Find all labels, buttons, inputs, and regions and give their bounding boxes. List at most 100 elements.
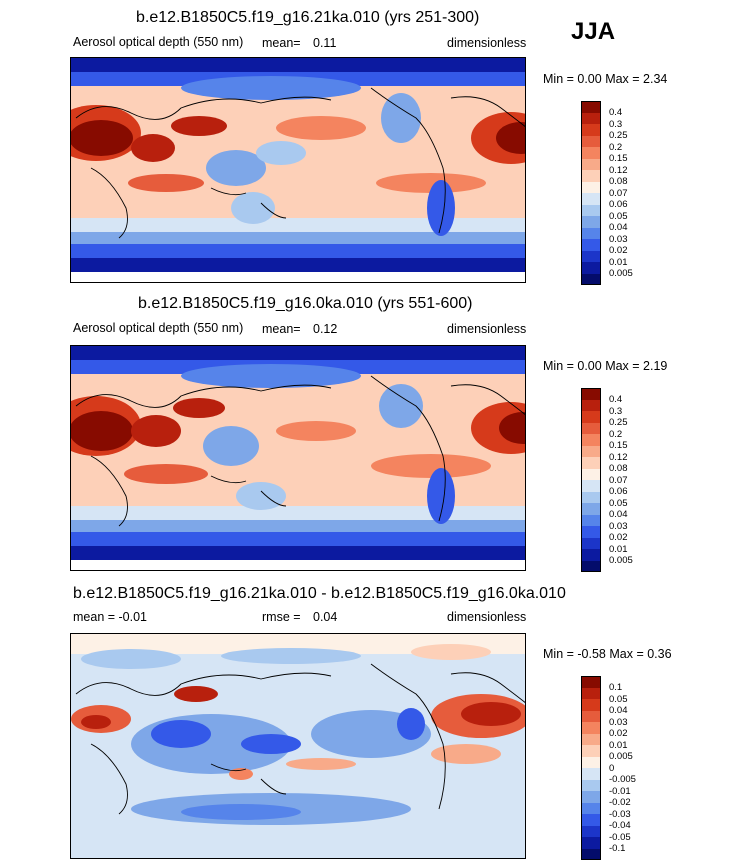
panel-1-swatch (581, 239, 601, 251)
panel-1-swatch (581, 250, 601, 262)
panel-1-legend-label: 0.2 (609, 141, 623, 153)
panel-2-legend-label: 0.4 (609, 394, 623, 405)
panel-1-swatch (581, 101, 601, 113)
panel-2-swatch (581, 480, 601, 492)
panel-1-swatch (581, 273, 601, 285)
panel-3-swatch (581, 733, 601, 745)
panel-2-legend-label: 0.12 (609, 451, 628, 463)
panel-1-legend-label: 0.04 (609, 222, 628, 233)
panel-3-title: b.e12.B1850C5.f19_g16.21ka.010 - b.e12.B… (73, 585, 566, 602)
panel-3-units: dimensionless (447, 610, 527, 624)
panel-1-legend-label: 0.02 (609, 245, 628, 256)
panel-1-legend-label: 0.06 (609, 199, 628, 210)
panel-2-legend-label: 0.03 (609, 520, 628, 532)
panel-2-mean-label: mean= (262, 322, 301, 336)
panel-1-legend-label: 0.05 (609, 210, 628, 222)
panel-2-legend-label: 0.06 (609, 486, 628, 497)
panel-2-swatch (581, 445, 601, 457)
panel-2-swatch (581, 560, 601, 572)
panel-2-legend-label: 0.15 (609, 440, 628, 451)
panel-1-swatch (581, 227, 601, 239)
panel-1-legend-label: 0.08 (609, 176, 628, 187)
panel-1-swatch (581, 170, 601, 182)
panel-1-swatch (581, 112, 601, 124)
panel-1-legend-label: 0.01 (609, 256, 628, 268)
panel-3-legend-label: 0.01 (609, 739, 628, 751)
panel-3-legend-label: 0.04 (609, 705, 628, 716)
panel-3-swatch (581, 791, 601, 803)
panel-3-legend-label: -0.02 (609, 797, 631, 808)
panel-3-swatch (581, 814, 601, 826)
panel-1-swatch (581, 193, 601, 205)
panel-1-swatch (581, 158, 601, 170)
panel-2-title: b.e12.B1850C5.f19_g16.0ka.010 (yrs 551-6… (138, 295, 473, 312)
panel-2-swatch (581, 388, 601, 400)
panel-3-swatch (581, 710, 601, 722)
panel-2-swatch (581, 526, 601, 538)
panel-3-swatch (581, 745, 601, 757)
panel-3-swatch (581, 722, 601, 734)
panel-2-field-label: Aerosol optical depth (550 nm) (73, 321, 244, 335)
panel-3-legend-label: -0.1 (609, 843, 626, 854)
panel-3-swatch (581, 699, 601, 711)
panel-3-swatch (581, 768, 601, 780)
panel-3-legend-label: 0.1 (609, 682, 623, 693)
panel-3-legend-label: 0.005 (609, 751, 633, 762)
panel-1-legend-label: 0.3 (609, 118, 623, 130)
panel-1-minmax: Min = 0.00 Max = 2.34 (543, 72, 668, 86)
panel-2-swatch (581, 514, 601, 526)
panel-3-swatch (581, 825, 601, 837)
panel-2-swatch (581, 411, 601, 423)
panel-1-swatch (581, 124, 601, 136)
panel-2-legend-label: 0.3 (609, 405, 623, 417)
panel-1-swatch (581, 262, 601, 274)
panel-3-legend-label: 0.02 (609, 728, 628, 739)
panel-3-legend-label: -0.005 (609, 774, 636, 785)
panel-1-legend-label: 0.15 (609, 153, 628, 164)
panel-3-rmse-value: 0.04 (313, 610, 338, 624)
panel-3-legend-label: 0.05 (609, 693, 628, 705)
panel-1-units: dimensionless (447, 36, 527, 50)
panel-2-legend-label: 0.01 (609, 543, 628, 555)
panel-1-swatch (581, 181, 601, 193)
panel-2-swatch (581, 503, 601, 515)
panel-3-swatch (581, 687, 601, 699)
panel-3-map (70, 633, 526, 859)
panel-1-swatch (581, 147, 601, 159)
panel-2-legend-label: 0.25 (609, 417, 628, 428)
panel-3-swatch (581, 756, 601, 768)
panel-2-legend-label: 0.04 (609, 509, 628, 520)
panel-1-mean-value: 0.11 (313, 36, 337, 50)
panel-2-legend-label: 0.05 (609, 497, 628, 509)
panel-3-legend-label: -0.01 (609, 785, 631, 797)
panel-1-legend-label: 0.25 (609, 130, 628, 141)
panel-1-legend-label: 0.005 (609, 268, 633, 279)
panel-2-swatch (581, 457, 601, 469)
panel-2-legend-label: 0.08 (609, 463, 628, 474)
panel-1-mean-label: mean= (262, 36, 301, 50)
panel-1-swatch (581, 135, 601, 147)
panel-2-map (70, 345, 526, 571)
panel-3-swatch (581, 837, 601, 849)
panel-2-swatch (581, 399, 601, 411)
season-label: JJA (571, 18, 616, 45)
panel-2-minmax: Min = 0.00 Max = 2.19 (543, 359, 668, 373)
panel-1-legend-label: 0.03 (609, 233, 628, 245)
panel-1-swatch (581, 204, 601, 216)
panel-2-swatch (581, 491, 601, 503)
panel-1-field-label: Aerosol optical depth (550 nm) (73, 35, 244, 49)
panel-3-swatch (581, 676, 601, 688)
panel-2-units: dimensionless (447, 322, 527, 336)
panel-2-swatch (581, 537, 601, 549)
panel-3-swatch (581, 848, 601, 860)
panel-2-mean-value: 0.12 (313, 322, 338, 336)
panel-1-map (70, 57, 526, 283)
panel-2-legend-label: 0.07 (609, 474, 628, 486)
panel-3-legend-label: -0.05 (609, 831, 631, 843)
panel-3-swatch (581, 802, 601, 814)
panel-3-legend-label: -0.03 (609, 808, 631, 820)
panel-3-mean-label: mean = -0.01 (73, 610, 148, 624)
panel-2-legend-label: 0.2 (609, 428, 623, 440)
panel-2-swatch (581, 549, 601, 561)
panel-2-swatch (581, 468, 601, 480)
